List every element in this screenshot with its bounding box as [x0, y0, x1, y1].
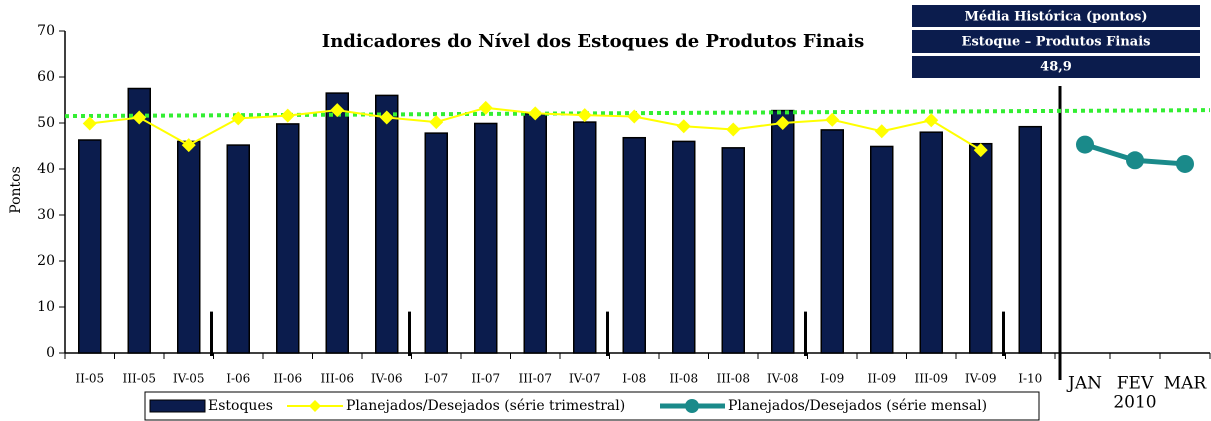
x-tick-label: MAR: [1164, 374, 1208, 394]
chart-title: Indicadores do Nível dos Estoques de Pro…: [322, 31, 864, 52]
bar: [771, 109, 795, 354]
y-tick-label: 50: [37, 115, 55, 131]
info-box-bg: [912, 5, 1200, 27]
x-tick-label: IV-05: [173, 372, 205, 386]
bar: [127, 87, 151, 354]
marker: [330, 103, 345, 118]
x-tick-label: II-09: [867, 372, 896, 386]
marker: [379, 110, 394, 125]
x-tick-label: I-09: [820, 372, 844, 386]
legend-label: Planejados/Desejados (série trimestral): [346, 398, 625, 414]
y-tick-label: 30: [37, 207, 55, 223]
x-tick-label: I-06: [226, 372, 250, 386]
x-tick-label: I-07: [424, 372, 448, 386]
x-tick-label: IV-08: [767, 372, 799, 386]
y-tick-label: 0: [46, 345, 55, 361]
x-tick-label: II-06: [273, 372, 302, 386]
bar: [721, 147, 745, 354]
marker: [924, 113, 939, 128]
y-axis-title: Pontos: [8, 166, 24, 214]
info-box-text: Estoque – Produtos Finais: [962, 35, 1151, 50]
marker: [676, 119, 691, 134]
y-tick-label: 20: [37, 253, 55, 269]
x-tick-label: IV-06: [371, 372, 403, 386]
bar: [424, 132, 448, 354]
bar: [573, 121, 597, 354]
marker: [1076, 135, 1094, 154]
x-tick-label: III-06: [320, 372, 354, 386]
bar: [820, 129, 844, 354]
x-group-label: 2010: [1113, 393, 1156, 413]
bar: [375, 94, 399, 354]
marker: [726, 122, 741, 137]
marker: [429, 115, 444, 130]
info-box-text: 48,9: [1040, 60, 1072, 75]
marker: [874, 124, 889, 139]
marker: [627, 109, 642, 124]
bar: [1018, 125, 1042, 354]
marker: [775, 116, 790, 130]
bar: [177, 140, 201, 354]
y-tick-label: 70: [37, 23, 55, 39]
marker: [528, 106, 543, 121]
bar: [523, 113, 547, 354]
bar: [78, 139, 102, 354]
bar: [474, 122, 498, 354]
reference-line: [64, 108, 1211, 119]
legend-label: Planejados/Desejados (série mensal): [728, 398, 987, 414]
x-tick-label: FEV: [1117, 374, 1154, 394]
marker: [132, 110, 147, 125]
legend-swatch: [685, 399, 699, 413]
x-tick-label: IV-09: [965, 372, 997, 386]
x-tick-label: IV-07: [569, 372, 601, 386]
x-tick-label: III-09: [914, 372, 948, 386]
bar: [672, 140, 696, 354]
x-tick-label: II-07: [471, 372, 500, 386]
x-tick-label: III-05: [122, 372, 156, 386]
legend-label: Estoques: [208, 398, 273, 414]
x-tick-label: I-10: [1018, 372, 1042, 386]
info-box-text: Média Histórica (pontos): [964, 10, 1147, 25]
x-tick-label: III-08: [716, 372, 750, 386]
info-box-bg: [912, 56, 1200, 78]
bar: [622, 136, 646, 354]
marker: [973, 143, 988, 158]
legend-swatch: [149, 399, 206, 413]
x-tick-label: JAN: [1066, 374, 1102, 394]
bar: [870, 145, 894, 354]
marker: [478, 100, 493, 115]
y-tick-label: 40: [37, 161, 55, 177]
x-tick-label: I-08: [622, 372, 646, 386]
bar: [276, 123, 300, 354]
bar: [325, 92, 349, 354]
x-tick-label: II-08: [669, 372, 698, 386]
marker: [82, 116, 97, 131]
bar: [226, 144, 250, 354]
marker: [181, 138, 196, 153]
marker: [231, 111, 246, 126]
legend-swatch: [309, 400, 321, 412]
bar: [919, 131, 943, 354]
y-tick-label: 60: [37, 69, 55, 85]
y-tick-label: 10: [37, 299, 55, 315]
marker: [825, 112, 840, 127]
marker: [577, 108, 592, 123]
x-tick-label: II-05: [75, 372, 104, 386]
x-tick-label: III-07: [518, 372, 552, 386]
marker: [1126, 151, 1144, 170]
info-box-bg: [912, 30, 1200, 53]
marker: [1176, 154, 1194, 173]
marker: [280, 108, 295, 123]
bar: [969, 142, 993, 354]
